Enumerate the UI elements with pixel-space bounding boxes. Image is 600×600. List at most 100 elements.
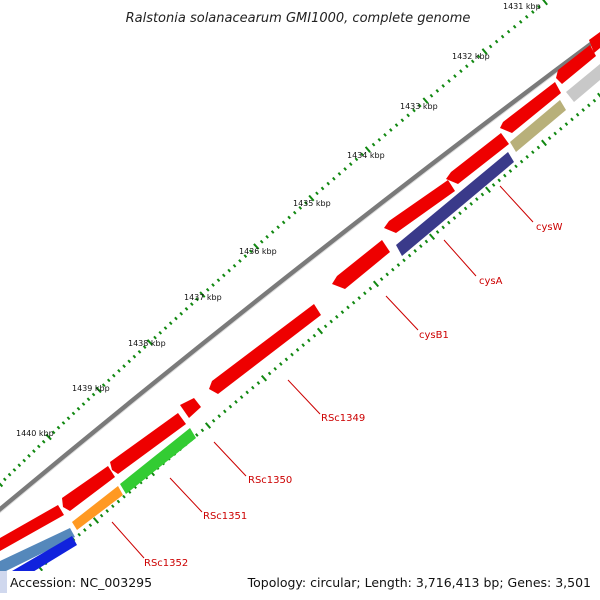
- minor-tick: [531, 150, 535, 155]
- minor-tick: [363, 291, 367, 296]
- gene-label-cysB1[interactable]: cysB1: [419, 330, 449, 341]
- major-tick: [308, 194, 315, 202]
- minor-tick: [76, 406, 81, 411]
- minor-tick: [234, 400, 238, 404]
- minor-tick: [463, 206, 468, 211]
- minor-tick: [227, 268, 231, 273]
- minor-tick: [357, 296, 361, 300]
- minor-tick: [553, 131, 557, 136]
- gene-label-RSc1349[interactable]: RSc1349: [321, 413, 365, 424]
- minor-tick: [383, 133, 387, 137]
- minor-tick: [531, 10, 535, 14]
- minor-tick: [101, 383, 106, 387]
- minor-tick: [536, 145, 541, 150]
- minor-tick: [111, 373, 116, 378]
- minor-tick: [488, 44, 493, 49]
- minor-tick: [348, 162, 353, 167]
- footer-swatch: [0, 571, 7, 593]
- gene-arrow-RSc1349: [209, 304, 321, 394]
- kbp-label-1433: 1433 kbp: [400, 102, 438, 111]
- minor-tick: [512, 24, 517, 29]
- major-tick: [485, 186, 491, 194]
- major-tick: [541, 139, 547, 147]
- minor-tick: [287, 215, 291, 220]
- minor-tick: [307, 338, 311, 343]
- minor-tick: [12, 468, 17, 472]
- minor-tick: [239, 395, 244, 400]
- minor-tick: [7, 472, 12, 477]
- gene-arrow-left-edge: [0, 505, 64, 551]
- minor-tick: [320, 186, 325, 191]
- gene-label-cysA[interactable]: cysA: [479, 276, 503, 287]
- gene-bar-cysW: [510, 100, 566, 152]
- minor-tick: [312, 333, 317, 338]
- kbp-label-1437: 1437 kbp: [184, 293, 222, 302]
- minor-tick: [32, 449, 36, 453]
- gene-bar-steel: [0, 528, 75, 574]
- major-tick: [45, 433, 52, 441]
- minor-tick: [564, 122, 569, 126]
- minor-tick: [189, 302, 194, 306]
- minor-tick: [469, 201, 473, 206]
- minor-tick: [417, 103, 422, 108]
- minor-tick: [547, 136, 552, 141]
- minor-tick: [292, 210, 297, 215]
- minor-tick: [385, 272, 389, 277]
- minor-tick: [354, 157, 359, 162]
- minor-tick: [228, 404, 233, 409]
- minor-tick: [248, 249, 253, 254]
- minor-tick: [279, 362, 283, 366]
- minor-tick: [304, 201, 308, 205]
- minor-tick: [211, 418, 216, 423]
- gene-label-RSc1350[interactable]: RSc1350: [248, 475, 292, 486]
- inner-tick-ring: [36, 92, 600, 572]
- gene-label-RSc1352[interactable]: RSc1352: [144, 558, 188, 569]
- minor-tick: [525, 155, 529, 159]
- minor-tick: [17, 463, 22, 468]
- minor-tick: [71, 411, 76, 416]
- outer-tick-ring: [0, 0, 548, 488]
- leader-RSc1350: [213, 441, 247, 477]
- minor-tick: [332, 176, 336, 181]
- gene-label-RSc1351[interactable]: RSc1351: [203, 511, 247, 522]
- gene-bar-grey: [566, 64, 600, 102]
- minor-tick: [570, 117, 574, 122]
- major-tick: [316, 327, 324, 335]
- major-tick: [597, 92, 600, 98]
- map-title: Ralstonia solanacearum GMI1000, complete…: [126, 11, 471, 26]
- minor-tick: [368, 286, 373, 291]
- minor-tick: [301, 343, 305, 348]
- minor-tick: [127, 359, 132, 364]
- minor-tick: [465, 64, 469, 69]
- topology-summary-text: Topology: circular; Length: 3,716,413 bp…: [247, 575, 591, 590]
- minor-tick: [168, 321, 173, 326]
- minor-tick: [200, 428, 205, 433]
- minor-tick: [412, 108, 416, 113]
- gene-arrow-1431: [556, 45, 596, 84]
- major-tick: [542, 0, 548, 6]
- minor-tick: [371, 142, 376, 147]
- minor-tick: [88, 523, 93, 528]
- minor-tick: [491, 183, 496, 187]
- minor-tick: [184, 307, 189, 311]
- kbp-label-1438: 1438 kbp: [128, 339, 166, 348]
- minor-tick: [270, 230, 275, 234]
- minor-tick: [476, 54, 481, 59]
- gene-arrow-RSc1352-fwd: [62, 466, 115, 511]
- major-tick: [428, 233, 436, 241]
- minor-tick: [142, 345, 147, 349]
- minor-tick: [2, 477, 7, 482]
- major-tick: [146, 339, 153, 346]
- minor-tick: [343, 167, 347, 171]
- minor-tick: [524, 14, 529, 19]
- minor-tick: [581, 108, 585, 112]
- minor-tick: [105, 509, 109, 513]
- gene-label-cysW[interactable]: cysW: [536, 222, 563, 233]
- kbp-label-1440: 1440 kbp: [16, 429, 54, 438]
- minor-tick: [494, 39, 499, 44]
- minor-tick: [413, 249, 417, 253]
- minor-tick: [122, 494, 126, 499]
- minor-tick: [216, 278, 221, 283]
- minor-tick: [337, 172, 342, 176]
